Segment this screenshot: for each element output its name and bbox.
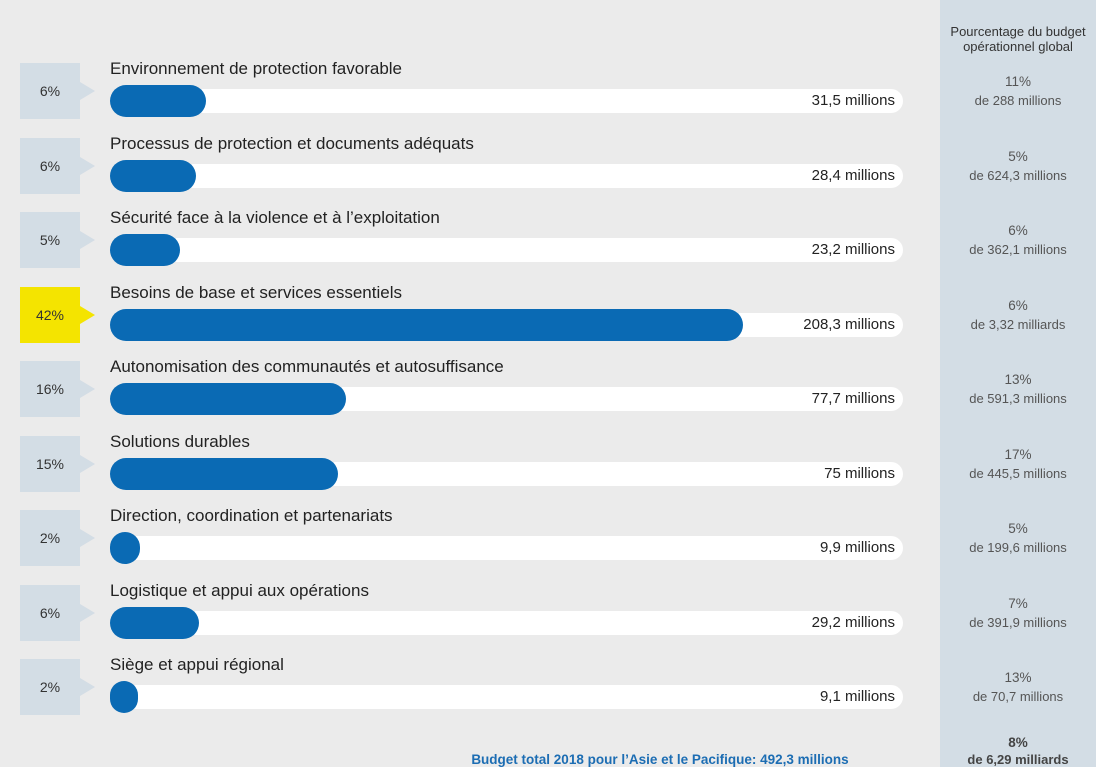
global-total-of: de 6,29 milliards (967, 752, 1069, 767)
share-box: 16% (20, 361, 95, 417)
bar (110, 457, 338, 490)
value-label: 75 millions (824, 464, 895, 482)
global-share-of: de 288 millions (974, 93, 1062, 108)
share-percent: 6% (39, 83, 61, 99)
bar-row: 15% Solutions durables 75 millions (0, 431, 930, 505)
bar-row: 6% Environnement de protection favorable 3… (0, 58, 930, 132)
bar-track (110, 163, 903, 188)
bar-chart: 6% Environnement de protection favorable 3… (0, 58, 930, 728)
global-share-of: de 70,7 millions (972, 689, 1064, 704)
value-label: 23,2 millions (811, 241, 895, 258)
share-percent: 16% (35, 381, 65, 397)
category-label: Direction, coordination et partenariats (110, 506, 393, 525)
global-share-of: de 391,9 millions (969, 614, 1067, 630)
bar-row: 42% Besoins de base et services essentiel… (0, 282, 930, 356)
category-label: Siège et appui régional (110, 655, 284, 674)
global-share-percent: 11% (1004, 74, 1032, 89)
share-percent: 15% (35, 455, 65, 472)
category-label: Environnement de protection favorable (110, 59, 403, 78)
share-percent: 5% (39, 232, 61, 248)
value-label: 29,2 millions (811, 613, 895, 631)
global-share-percent: 7% (1008, 595, 1028, 611)
bar-row: 2% Siège et appui régional 9,1 millions (0, 654, 930, 728)
bar-row: 16% Autonomisation des communautés et aut… (0, 356, 930, 430)
share-box-highlighted: 42% (20, 286, 95, 343)
bar (110, 85, 206, 117)
share-box: 6% (20, 584, 95, 641)
share-percent: 2% (39, 530, 61, 546)
category-label: Logistique et appui aux opérations (110, 580, 369, 600)
category-label: Autonomisation des communautés et autosu… (110, 357, 504, 376)
value-label: 9,9 millions (819, 539, 895, 556)
bar-row: 5% Sécurité face à la violence et à l’exp… (0, 207, 930, 281)
value-label: 9,1 millions (819, 688, 895, 705)
share-box: 6% (20, 137, 95, 194)
global-share-percent: 5% (1008, 521, 1028, 536)
bar (110, 681, 138, 713)
regional-total-budget: Budget total 2018 pour l’Asie et le Paci… (471, 752, 849, 767)
bar-row: 2% Direction, coordination et partenariat… (0, 505, 930, 579)
share-percent: 6% (39, 157, 61, 174)
bar (110, 159, 197, 192)
global-budget-column: Pourcentage du budget opérationnel globa… (940, 0, 1096, 767)
value-label: 31,5 millions (811, 92, 895, 109)
bar-track (110, 536, 903, 560)
global-share-of: de 199,6 millions (969, 540, 1067, 555)
global-share-of: de 624,3 millions (969, 167, 1067, 183)
share-percent: 6% (39, 604, 61, 621)
category-label: Besoins de base et services essentiels (110, 282, 402, 302)
global-share-of: de 591,3 millions (969, 391, 1067, 406)
global-column-header-line1: Pourcentage du budget (950, 24, 1086, 39)
global-total-percent: 8% (1008, 735, 1028, 750)
category-label: Sécurité face à la violence et à l’explo… (110, 208, 440, 227)
share-box: 15% (20, 435, 95, 492)
bar (110, 308, 743, 341)
global-share-percent: 6% (1008, 223, 1028, 238)
share-box: 6% (20, 63, 95, 119)
bar-row: 6% Logistique et appui aux opérations 29,2… (0, 580, 930, 654)
value-label: 28,4 millions (811, 166, 895, 184)
global-share-percent: 13% (1004, 670, 1032, 685)
share-box: 5% (20, 212, 95, 268)
value-label: 77,7 millions (811, 390, 895, 407)
global-share-percent: 5% (1008, 148, 1028, 164)
share-percent: 42% (35, 306, 65, 323)
bar-track (110, 610, 903, 635)
bar (110, 606, 199, 639)
category-label: Processus de protection et documents adé… (110, 133, 474, 153)
bar-row: 6% Processus de protection et documents a… (0, 133, 930, 207)
share-percent: 2% (39, 679, 61, 695)
global-share-of: de 445,5 millions (969, 465, 1067, 481)
global-share-percent: 6% (1008, 297, 1028, 313)
global-share-of: de 3,32 milliards (970, 316, 1066, 332)
bar (110, 383, 347, 415)
bar-track (110, 685, 903, 709)
global-share-of: de 362,1 millions (969, 242, 1067, 257)
global-share-percent: 13% (1004, 372, 1032, 387)
share-box: 2% (20, 510, 95, 566)
share-box: 2% (20, 659, 95, 715)
global-column-header-line2: opérationnel global (963, 39, 1073, 54)
bar (110, 532, 141, 564)
bar (110, 234, 181, 266)
category-label: Solutions durables (110, 431, 250, 451)
bar-track (110, 89, 903, 113)
global-share-percent: 17% (1004, 446, 1032, 462)
bar-track (110, 238, 903, 262)
value-label: 208,3 millions (803, 315, 895, 333)
